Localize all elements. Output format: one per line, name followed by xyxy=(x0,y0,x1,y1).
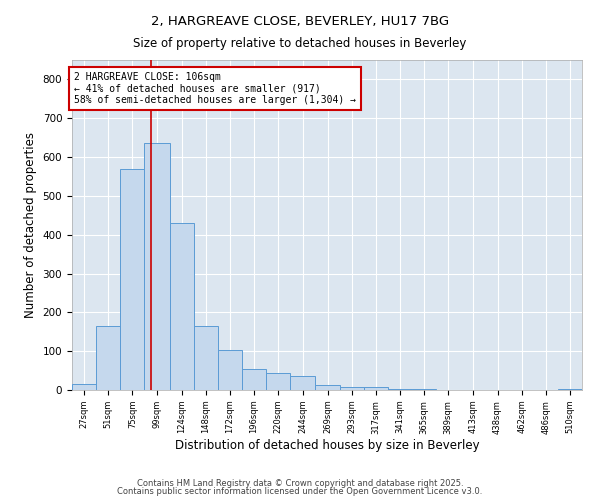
Bar xyxy=(218,350,242,390)
Bar xyxy=(120,168,145,390)
Bar xyxy=(145,144,170,390)
Bar xyxy=(388,389,412,390)
Bar xyxy=(290,376,316,390)
Bar xyxy=(364,387,388,390)
Bar xyxy=(194,326,218,390)
Y-axis label: Number of detached properties: Number of detached properties xyxy=(24,132,37,318)
Bar xyxy=(558,389,582,390)
Text: Contains public sector information licensed under the Open Government Licence v3: Contains public sector information licen… xyxy=(118,487,482,496)
Bar xyxy=(412,389,436,390)
Text: Contains HM Land Registry data © Crown copyright and database right 2025.: Contains HM Land Registry data © Crown c… xyxy=(137,478,463,488)
Bar xyxy=(96,326,120,390)
Bar xyxy=(242,368,266,390)
Text: 2 HARGREAVE CLOSE: 106sqm
← 41% of detached houses are smaller (917)
58% of semi: 2 HARGREAVE CLOSE: 106sqm ← 41% of detac… xyxy=(74,72,356,105)
Bar xyxy=(316,386,340,390)
X-axis label: Distribution of detached houses by size in Beverley: Distribution of detached houses by size … xyxy=(175,439,479,452)
Text: 2, HARGREAVE CLOSE, BEVERLEY, HU17 7BG: 2, HARGREAVE CLOSE, BEVERLEY, HU17 7BG xyxy=(151,15,449,28)
Bar xyxy=(340,387,364,390)
Bar xyxy=(266,372,290,390)
Bar xyxy=(170,223,194,390)
Bar xyxy=(72,384,96,390)
Text: Size of property relative to detached houses in Beverley: Size of property relative to detached ho… xyxy=(133,38,467,51)
